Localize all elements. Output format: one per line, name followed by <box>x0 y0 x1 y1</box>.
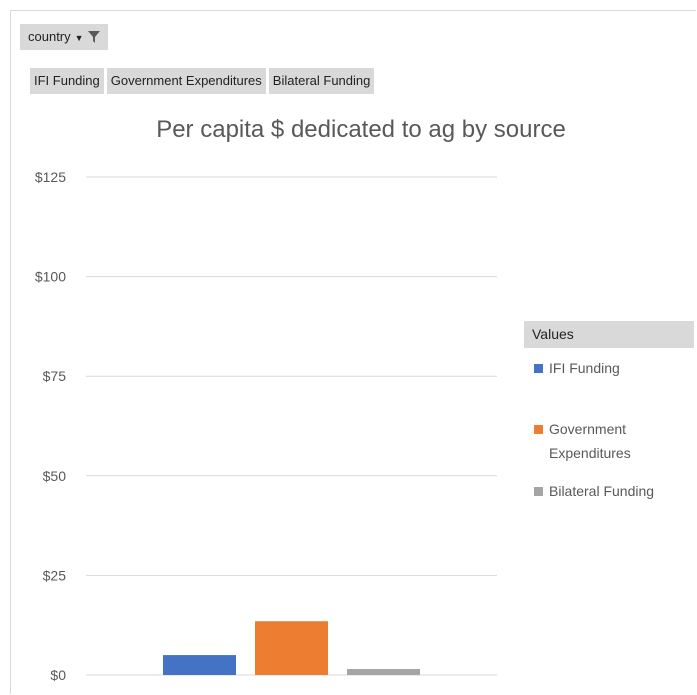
filter-label: country <box>28 29 71 44</box>
legend-swatch-bilateral-funding <box>534 487 543 496</box>
dropdown-arrow-icon: ▼ <box>74 33 84 43</box>
bar-government-expenditures[interactable] <box>255 621 328 675</box>
legend-label: Government Expenditures <box>549 421 631 461</box>
legend-item-bilateral-funding[interactable]: Bilateral Funding <box>534 479 684 503</box>
field-buttons: IFI Funding Government Expenditures Bila… <box>30 68 375 94</box>
field-button-ifi-funding[interactable]: IFI Funding <box>30 68 104 94</box>
legend-header[interactable]: Values <box>524 321 694 348</box>
legend-swatch-government-expenditures <box>534 425 543 434</box>
legend-label: IFI Funding <box>549 360 620 376</box>
y-tick-label: $0 <box>50 667 66 683</box>
field-button-government-expenditures[interactable]: Government Expenditures <box>106 68 266 94</box>
y-tick-label: $50 <box>43 468 67 484</box>
chart-title: Per capita $ dedicated to ag by source <box>156 116 566 143</box>
bar-ifi-funding[interactable] <box>163 655 236 675</box>
legend-swatch-ifi-funding <box>534 364 543 373</box>
y-tick-label: $25 <box>43 567 67 583</box>
y-tick-label: $75 <box>43 368 67 384</box>
legend-item-government-expenditures[interactable]: Government Expenditures <box>534 417 684 465</box>
bar-bilateral-funding[interactable] <box>347 669 420 675</box>
chart-frame <box>10 10 696 694</box>
legend-item-ifi-funding[interactable]: IFI Funding <box>534 356 684 380</box>
field-button-bilateral-funding[interactable]: Bilateral Funding <box>268 68 375 94</box>
y-tick-label: $125 <box>35 169 66 185</box>
legend-label: Bilateral Funding <box>549 483 655 499</box>
y-tick-label: $100 <box>35 269 66 285</box>
country-filter-button[interactable]: country ▼ <box>20 24 108 50</box>
filter-funnel-icon <box>87 31 100 43</box>
